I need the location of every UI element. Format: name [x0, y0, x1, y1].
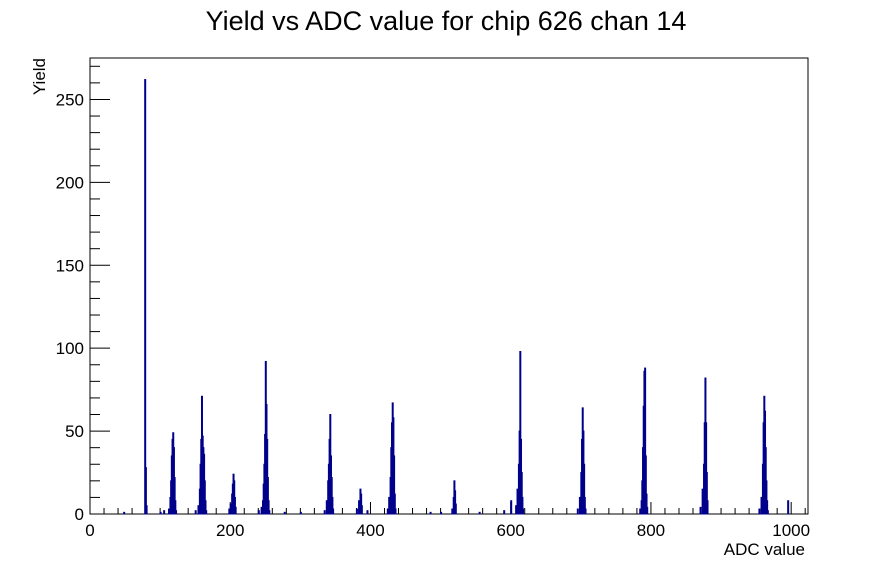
x-tick-label: 1000 — [772, 521, 810, 540]
histogram-bar — [503, 510, 506, 515]
histogram-bar — [228, 508, 231, 515]
histogram-bar — [168, 508, 171, 515]
histogram-bar — [123, 511, 126, 515]
y-tick-label: 50 — [65, 422, 84, 441]
x-tick-label: 200 — [216, 521, 244, 540]
histogram-bar — [515, 505, 518, 515]
histogram-bar — [576, 508, 579, 515]
plot-frame — [89, 57, 809, 515]
histogram-bar — [706, 500, 709, 515]
histogram-bar — [366, 510, 369, 515]
y-tick-label: 150 — [56, 256, 84, 275]
histogram-bar — [758, 508, 761, 515]
histogram-bar — [332, 508, 335, 515]
histogram-bar — [355, 508, 358, 515]
histogram-bar — [175, 510, 178, 515]
histogram-bar — [516, 488, 519, 515]
x-tick-label: 600 — [497, 521, 525, 540]
histogram-bar — [229, 503, 232, 515]
x-tick-label: 400 — [356, 521, 384, 540]
y-tick-label: 250 — [56, 90, 84, 109]
chart-title: Yield vs ADC value for chip 626 chan 14 — [206, 6, 687, 36]
histogram-bar — [454, 503, 457, 515]
histogram-bar — [283, 511, 286, 515]
plot-area — [89, 57, 809, 515]
histogram-bar — [766, 510, 769, 515]
histogram-bar — [510, 500, 513, 515]
y-axis-label: Yield — [30, 58, 49, 95]
histogram-bar — [234, 506, 237, 515]
histogram-bar — [760, 496, 763, 515]
y-tick-label: 200 — [56, 173, 84, 192]
histogram-bar — [194, 510, 197, 515]
y-tick-label: 100 — [56, 339, 84, 358]
histogram-bar — [584, 508, 587, 515]
histogram-bar — [299, 511, 302, 515]
histogram-bar — [268, 510, 271, 515]
histogram-bar — [159, 511, 162, 515]
histogram-bar — [787, 500, 790, 515]
x-tick-label: 0 — [85, 521, 94, 540]
histogram-bar — [699, 506, 702, 515]
histogram-bar — [205, 510, 208, 515]
histogram-bar — [197, 505, 200, 515]
histogram-bar — [639, 508, 642, 515]
histogram-bar — [522, 508, 525, 515]
histogram-bar — [144, 79, 147, 515]
histogram-bar — [478, 511, 481, 515]
histogram-bar — [260, 506, 263, 515]
histogram-bar — [325, 500, 328, 515]
x-axis-label: ADC value — [724, 540, 805, 559]
histogram-bar — [145, 505, 148, 515]
y-axis: 0 50 100 150 200 250 — [56, 65, 110, 524]
histogram-bar — [451, 508, 454, 515]
histogram-bar — [358, 500, 361, 515]
histogram-bars — [123, 79, 790, 515]
histogram-bar — [360, 505, 363, 515]
histogram-bar — [646, 506, 649, 515]
x-tick-label: 800 — [637, 521, 665, 540]
histogram-bar — [257, 510, 260, 515]
histogram-bar — [701, 488, 704, 515]
histogram-bar — [394, 508, 397, 515]
y-tick-label: 0 — [75, 505, 84, 524]
histogram-bar — [429, 511, 432, 515]
histogram-bar — [323, 510, 326, 515]
histogram-bar — [386, 508, 389, 515]
x-axis: 0 200 400 600 800 1000 — [85, 502, 810, 540]
histogram-bar — [163, 510, 166, 515]
histogram-bar — [440, 511, 443, 515]
histogram-bar — [388, 496, 391, 515]
histogram-bar — [578, 496, 581, 515]
